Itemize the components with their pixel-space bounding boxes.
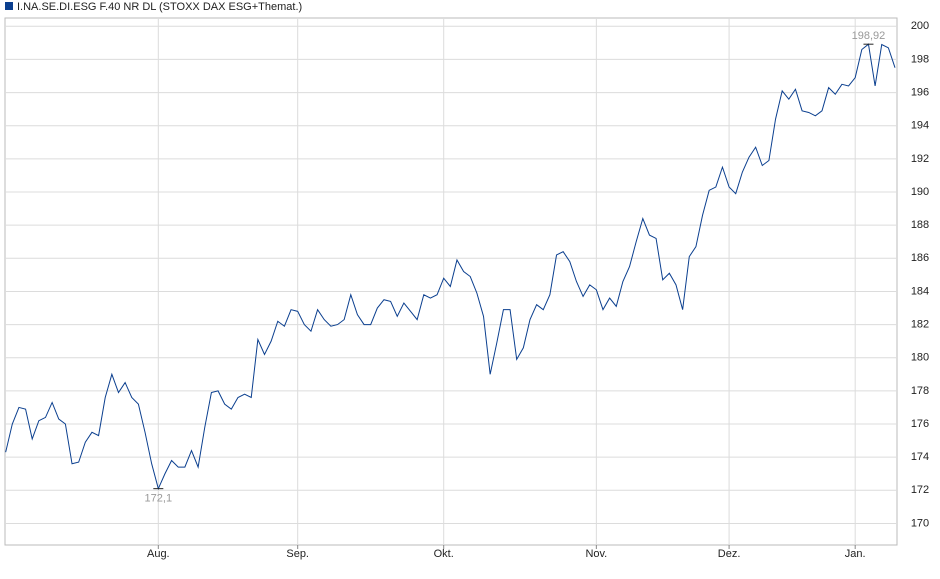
y-tick-label: 182 [911,318,929,330]
y-tick-label: 178 [911,385,929,397]
x-tick-label: Dez. [718,548,741,560]
y-tick-label: 200 [911,20,929,32]
annotation-label: 172,1 [145,493,173,505]
x-tick-label: Nov. [585,548,607,560]
y-tick-label: 184 [911,285,929,297]
y-tick-label: 188 [911,219,929,231]
legend-label: I.NA.SE.DI.ESG F.40 NR DL (STOXX DAX ESG… [17,1,302,13]
x-tick-label: Okt. [434,548,454,560]
legend-swatch [5,2,13,10]
x-tick-label: Jan. [845,548,866,560]
y-tick-label: 194 [911,120,929,132]
y-tick-label: 196 [911,86,929,98]
y-tick-label: 174 [911,451,929,463]
y-tick-label: 192 [911,153,929,165]
y-tick-label: 180 [911,352,929,364]
y-tick-label: 198 [911,53,929,65]
y-tick-label: 170 [911,517,929,529]
line [5,43,896,491]
x-tick-label: Sep. [286,548,309,560]
x-tick-label: Aug. [147,548,170,560]
y-tick-label: 172 [911,484,929,496]
y-tick-label: 186 [911,252,929,264]
plot-frame [4,17,898,546]
annotation-label: 198,92 [852,30,886,42]
y-tick-label: 176 [911,418,929,430]
y-tick-label: 190 [911,186,929,198]
